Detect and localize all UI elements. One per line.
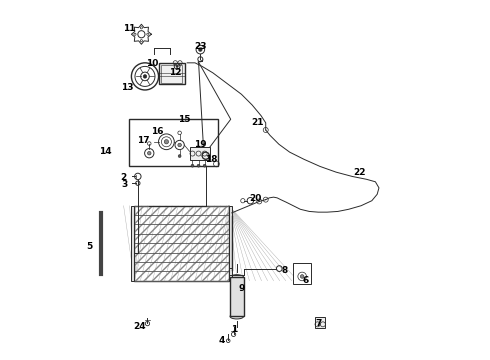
Circle shape bbox=[164, 140, 169, 144]
Text: 6: 6 bbox=[303, 275, 309, 284]
Text: 21: 21 bbox=[251, 118, 264, 127]
Bar bbox=[129, 119, 218, 166]
Bar bbox=[159, 63, 185, 84]
Circle shape bbox=[300, 275, 304, 278]
Bar bbox=[315, 317, 325, 328]
Text: 23: 23 bbox=[194, 41, 207, 50]
Text: 14: 14 bbox=[99, 147, 112, 156]
Bar bbox=[230, 277, 244, 316]
Text: 15: 15 bbox=[178, 115, 191, 124]
Text: 9: 9 bbox=[238, 284, 245, 293]
Text: 13: 13 bbox=[121, 83, 133, 92]
Bar bbox=[134, 206, 229, 281]
Text: 3: 3 bbox=[121, 180, 127, 189]
Text: 20: 20 bbox=[249, 194, 262, 203]
Circle shape bbox=[178, 143, 181, 147]
Circle shape bbox=[198, 48, 202, 51]
Text: 1: 1 bbox=[231, 325, 238, 334]
Text: 19: 19 bbox=[194, 140, 207, 149]
Bar bbox=[229, 206, 232, 281]
Bar bbox=[293, 263, 311, 284]
Text: 4: 4 bbox=[219, 336, 225, 345]
Text: 11: 11 bbox=[122, 24, 135, 33]
Text: 18: 18 bbox=[205, 155, 217, 164]
Text: 8: 8 bbox=[281, 266, 288, 275]
Text: 24: 24 bbox=[133, 322, 146, 331]
Text: 12: 12 bbox=[169, 68, 182, 77]
Circle shape bbox=[143, 75, 147, 78]
Bar bbox=[131, 206, 134, 281]
Circle shape bbox=[197, 164, 200, 167]
Text: 2: 2 bbox=[121, 173, 127, 182]
Bar bbox=[134, 206, 229, 281]
Text: 16: 16 bbox=[151, 127, 164, 136]
Text: 5: 5 bbox=[86, 242, 93, 251]
Ellipse shape bbox=[230, 314, 244, 319]
Bar bbox=[161, 65, 182, 83]
Text: 10: 10 bbox=[146, 59, 158, 68]
Text: 17: 17 bbox=[137, 136, 149, 145]
Text: 7: 7 bbox=[315, 319, 321, 328]
Circle shape bbox=[147, 152, 151, 155]
Ellipse shape bbox=[230, 275, 244, 280]
Circle shape bbox=[191, 164, 194, 167]
Circle shape bbox=[176, 65, 178, 67]
Circle shape bbox=[203, 164, 206, 167]
Text: 22: 22 bbox=[353, 168, 366, 177]
Circle shape bbox=[178, 155, 181, 157]
Bar bbox=[190, 148, 210, 160]
